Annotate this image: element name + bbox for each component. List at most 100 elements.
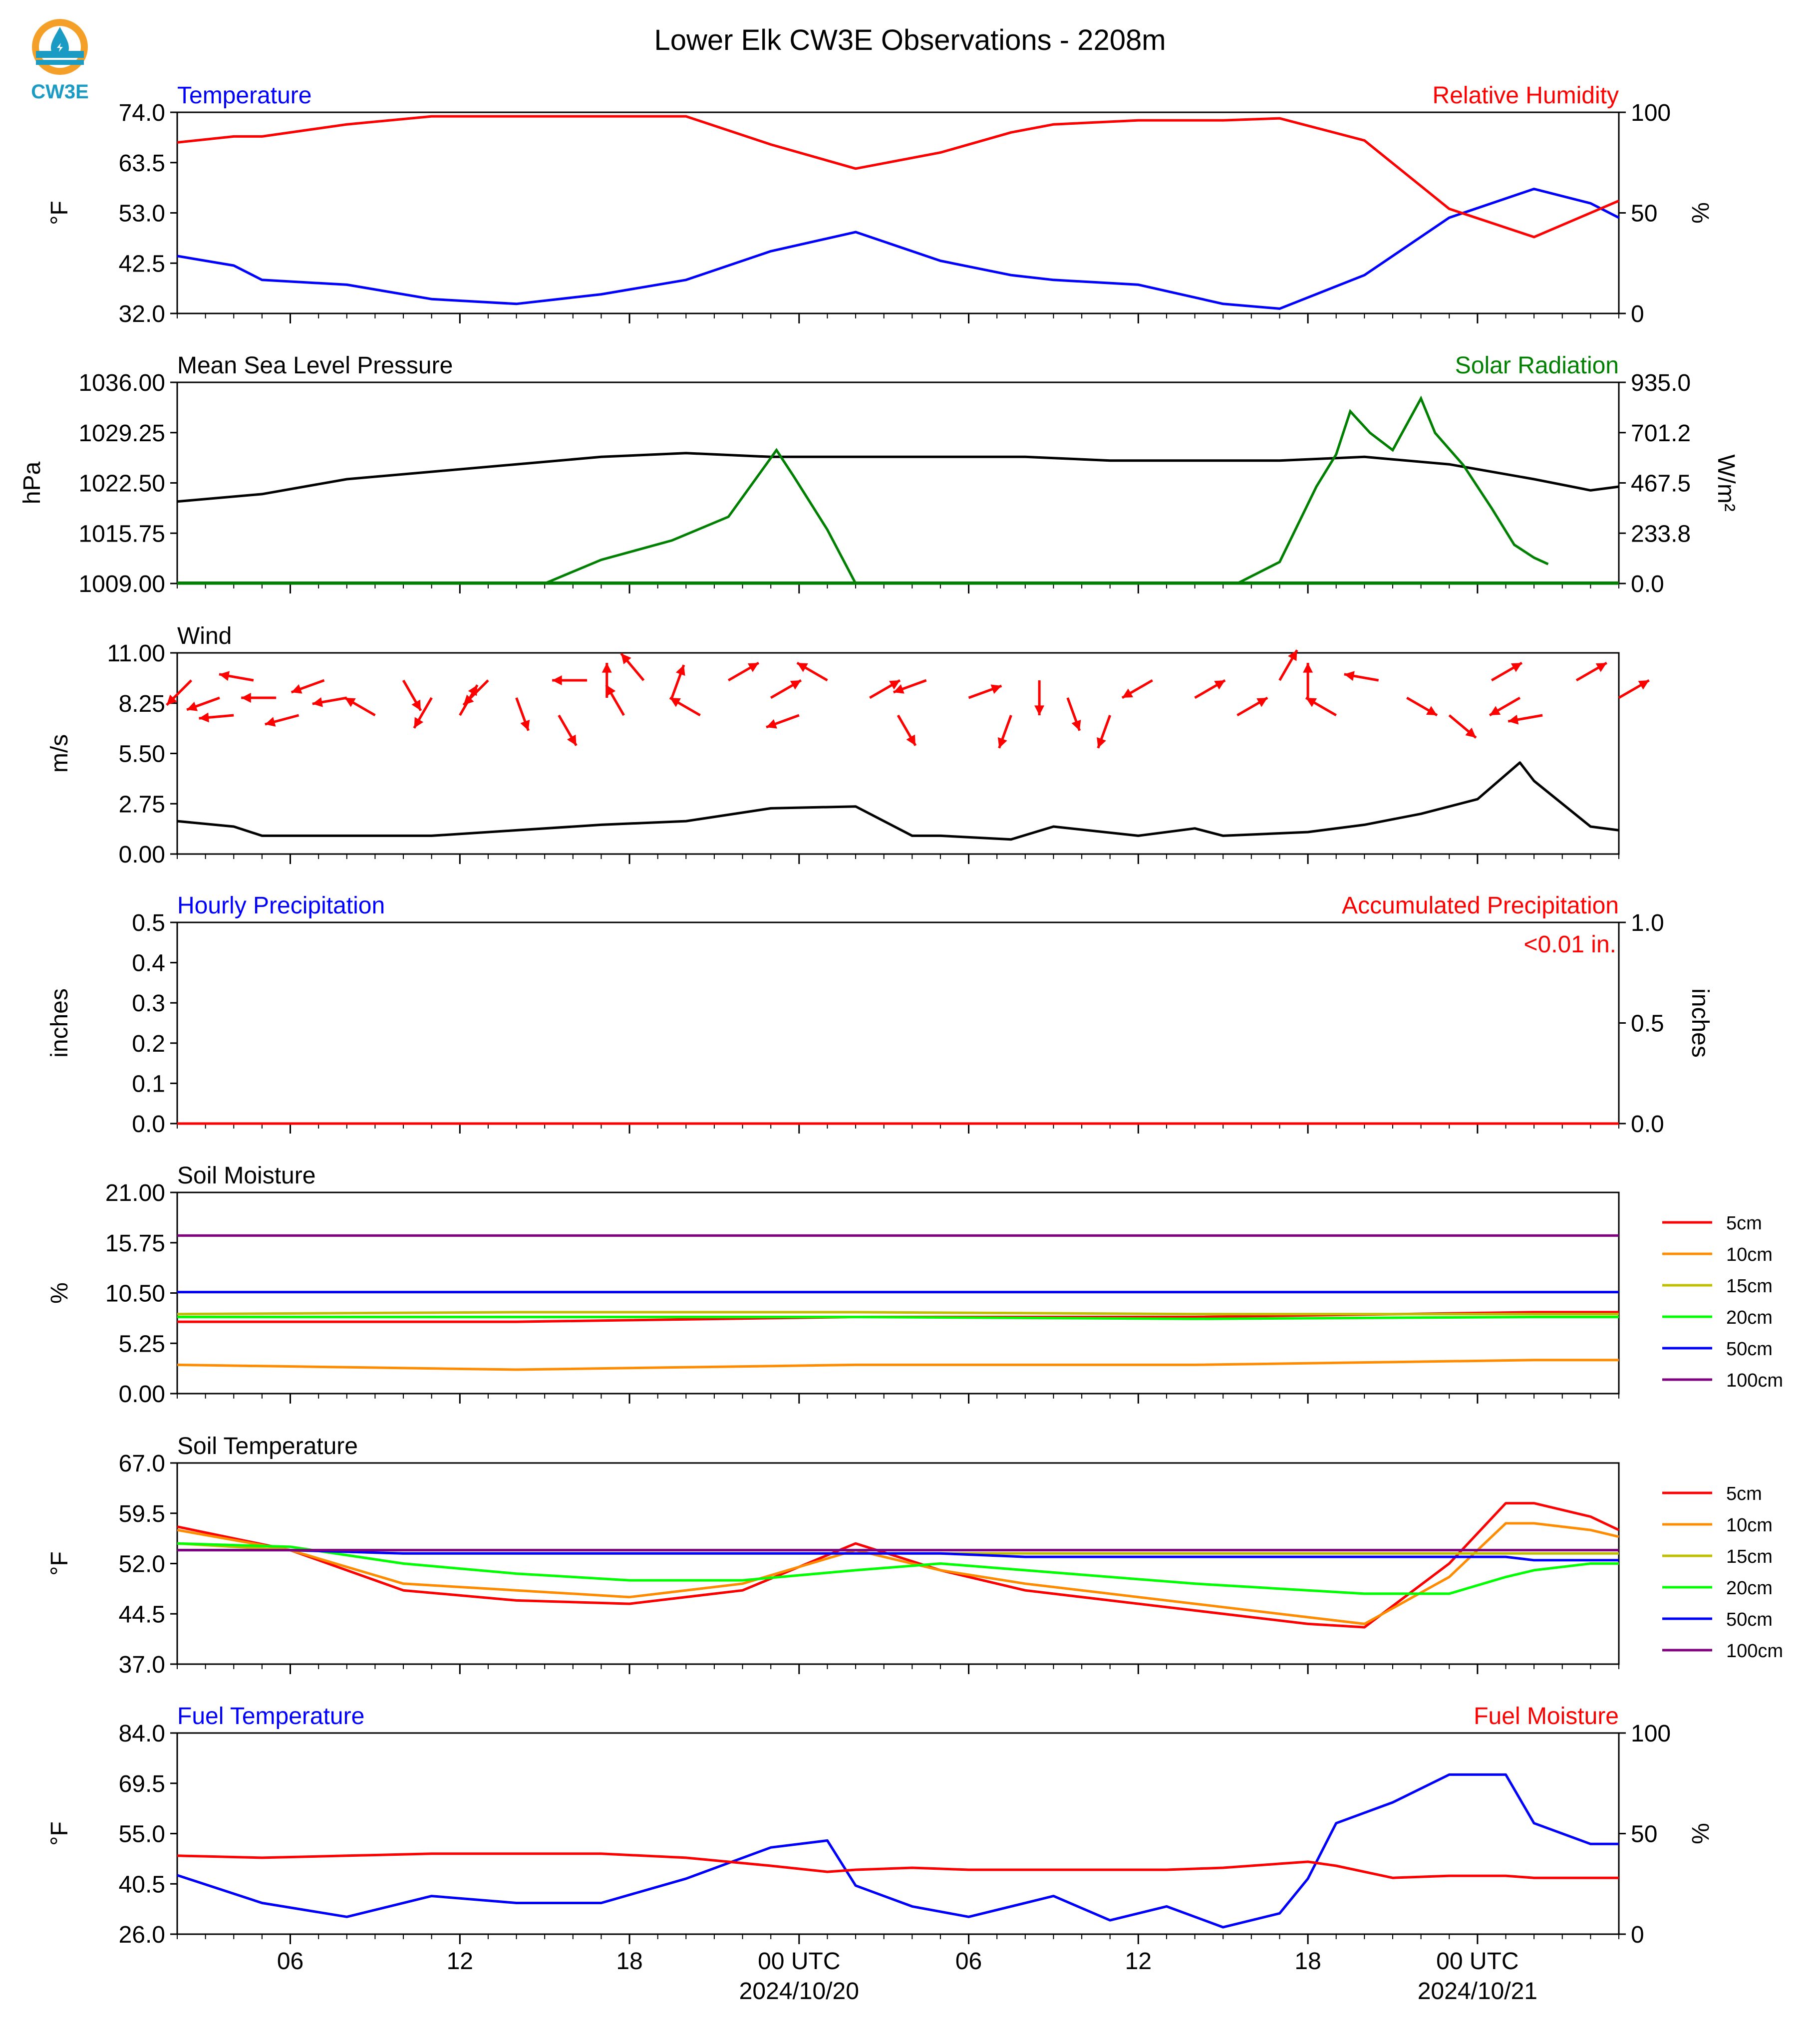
wind-arrow: [605, 684, 625, 716]
x-tick-label: 06: [277, 1948, 303, 1975]
legend-label: 50cm: [1726, 1339, 1773, 1360]
panel-6: Fuel Temperature Fuel Moisture 84.0 69.5 55.…: [46, 1703, 1713, 1948]
y-tick-label: 74.0: [119, 100, 165, 126]
wind-arrow: [1575, 661, 1607, 682]
panel-4: Soil Moisture 21.00 15.75 10.50 5.25 0.00% 5cm…: [46, 1162, 1783, 1408]
wind-arrow-head: [1303, 663, 1313, 673]
wind-arrow: [558, 714, 578, 746]
wind-arrow-head: [1288, 650, 1297, 661]
y-axis-label-left: °F: [46, 1551, 73, 1576]
series-0: [177, 761, 1619, 841]
wind-arrow: [670, 664, 685, 698]
y-tick-label: 0.00: [119, 1381, 165, 1408]
series-20cm: [177, 1316, 1619, 1320]
wind-arrow-head: [1034, 705, 1045, 715]
y-tick-label: 5.50: [119, 741, 165, 768]
y-tick-label-right: 0.5: [1631, 1011, 1664, 1037]
wind-arrow-head: [606, 685, 616, 696]
wind-arrow-head: [790, 680, 801, 690]
wind-arrow: [997, 715, 1012, 749]
wind-arrow-head: [889, 680, 900, 690]
figure-title: Lower Elk CW3E Observations - 2208m: [654, 24, 1166, 56]
y-tick-label: 37.0: [119, 1652, 165, 1678]
wind-arrow: [766, 714, 800, 729]
wind-arrow: [893, 679, 927, 694]
wind-arrow-head: [1595, 663, 1607, 672]
y-tick-label: 0.0: [132, 1111, 165, 1138]
legend-label: 5cm: [1726, 1213, 1762, 1234]
x-tick-label: 18: [616, 1948, 642, 1975]
panel-frame: [176, 111, 1620, 314]
y-tick-label-right: 50: [1631, 1821, 1657, 1848]
legend-label: 20cm: [1726, 1578, 1773, 1599]
y-tick-label: 21.00: [105, 1180, 165, 1206]
wind-arrow: [1066, 697, 1081, 731]
y-tick-label-right: 100: [1631, 100, 1671, 126]
wind-arrow-head: [1344, 671, 1355, 681]
series-10cm: [177, 1522, 1619, 1625]
x-tick-label: 12: [1125, 1948, 1152, 1975]
wind-arrow: [344, 696, 376, 717]
wind-arrow-head: [766, 719, 777, 729]
y-tick-label: 15.75: [105, 1230, 165, 1257]
wind-arrow: [1344, 671, 1379, 682]
y-tick-label-right: 233.8: [1631, 521, 1691, 547]
wind-arrow-head: [1638, 680, 1649, 690]
legend-label: 15cm: [1726, 1546, 1773, 1567]
wind-arrow-head: [1214, 680, 1225, 690]
y-tick-label: 55.0: [119, 1821, 165, 1848]
y-tick-label: 1029.25: [78, 420, 165, 447]
wind-arrow: [1278, 649, 1298, 681]
wind-arrow-head: [1306, 698, 1317, 707]
wind-arrow-head: [1511, 663, 1522, 672]
logo-text: CW3E: [31, 81, 89, 103]
series-1: [177, 115, 1619, 239]
y-tick-label-right: 935.0: [1631, 370, 1691, 396]
y-tick-label: 1009.00: [78, 571, 165, 597]
wind-arrow: [1618, 679, 1650, 699]
y-tick-label: 0.5: [132, 910, 165, 936]
wind-arrow-head: [1122, 688, 1133, 698]
panel-title-right: Relative Humidity: [1433, 82, 1619, 109]
wind-arrow: [1305, 696, 1337, 717]
series-10cm: [177, 1359, 1619, 1371]
panel-frame: [176, 921, 1620, 1125]
panel-title-right: Solar Radiation: [1455, 352, 1619, 379]
y-tick-label-right: 0: [1631, 1922, 1644, 1948]
panel-2: Wind 11.00 8.25 5.50 2.75 0.00 m/s: [46, 623, 1650, 868]
y-tick-label: 2.75: [119, 791, 165, 818]
wind-arrow-head: [1508, 714, 1519, 725]
precip-annotation: <0.01 in.: [1524, 931, 1616, 958]
panel-title-left: Mean Sea Level Pressure: [177, 352, 453, 379]
series-0: [177, 1773, 1619, 1929]
wind-arrow: [1491, 661, 1523, 682]
y-tick-label-right: 50: [1631, 201, 1657, 227]
y-tick-label-right: 0: [1631, 301, 1644, 327]
wind-arrow-head: [1256, 698, 1268, 707]
y-tick-label-right: 0.0: [1631, 1111, 1664, 1138]
legend-label: 10cm: [1726, 1515, 1773, 1536]
y-tick-label: 44.5: [119, 1601, 165, 1628]
y-tick-label: 8.25: [119, 691, 165, 717]
panel-frame: [176, 1462, 1620, 1665]
wind-arrow-head: [567, 734, 577, 746]
y-tick-label: 5.25: [119, 1331, 165, 1357]
wind-arrow-head: [747, 663, 759, 672]
y-tick-label: 67.0: [119, 1450, 165, 1477]
y-tick-label: 0.4: [132, 950, 165, 977]
y-tick-label-right: 0.0: [1631, 571, 1664, 597]
wind-arrow-head: [1071, 719, 1081, 731]
y-axis-label-left: m/s: [46, 734, 73, 773]
wind-arrow: [413, 697, 433, 729]
wind-arrow-head: [411, 699, 421, 711]
wind-arrow-head: [241, 693, 251, 703]
x-tick-label: 18: [1294, 1948, 1321, 1975]
wind-arrow: [727, 661, 760, 682]
x-tick-label: 06: [955, 1948, 982, 1975]
panel-title-right: Accumulated Precipitation: [1342, 892, 1619, 919]
wind-arrow: [869, 679, 901, 699]
wind-arrow: [199, 712, 234, 723]
y-axis-label-right: W/m²: [1713, 454, 1739, 512]
wind-arrow-head: [166, 694, 177, 705]
legend-label: 100cm: [1726, 1370, 1783, 1391]
